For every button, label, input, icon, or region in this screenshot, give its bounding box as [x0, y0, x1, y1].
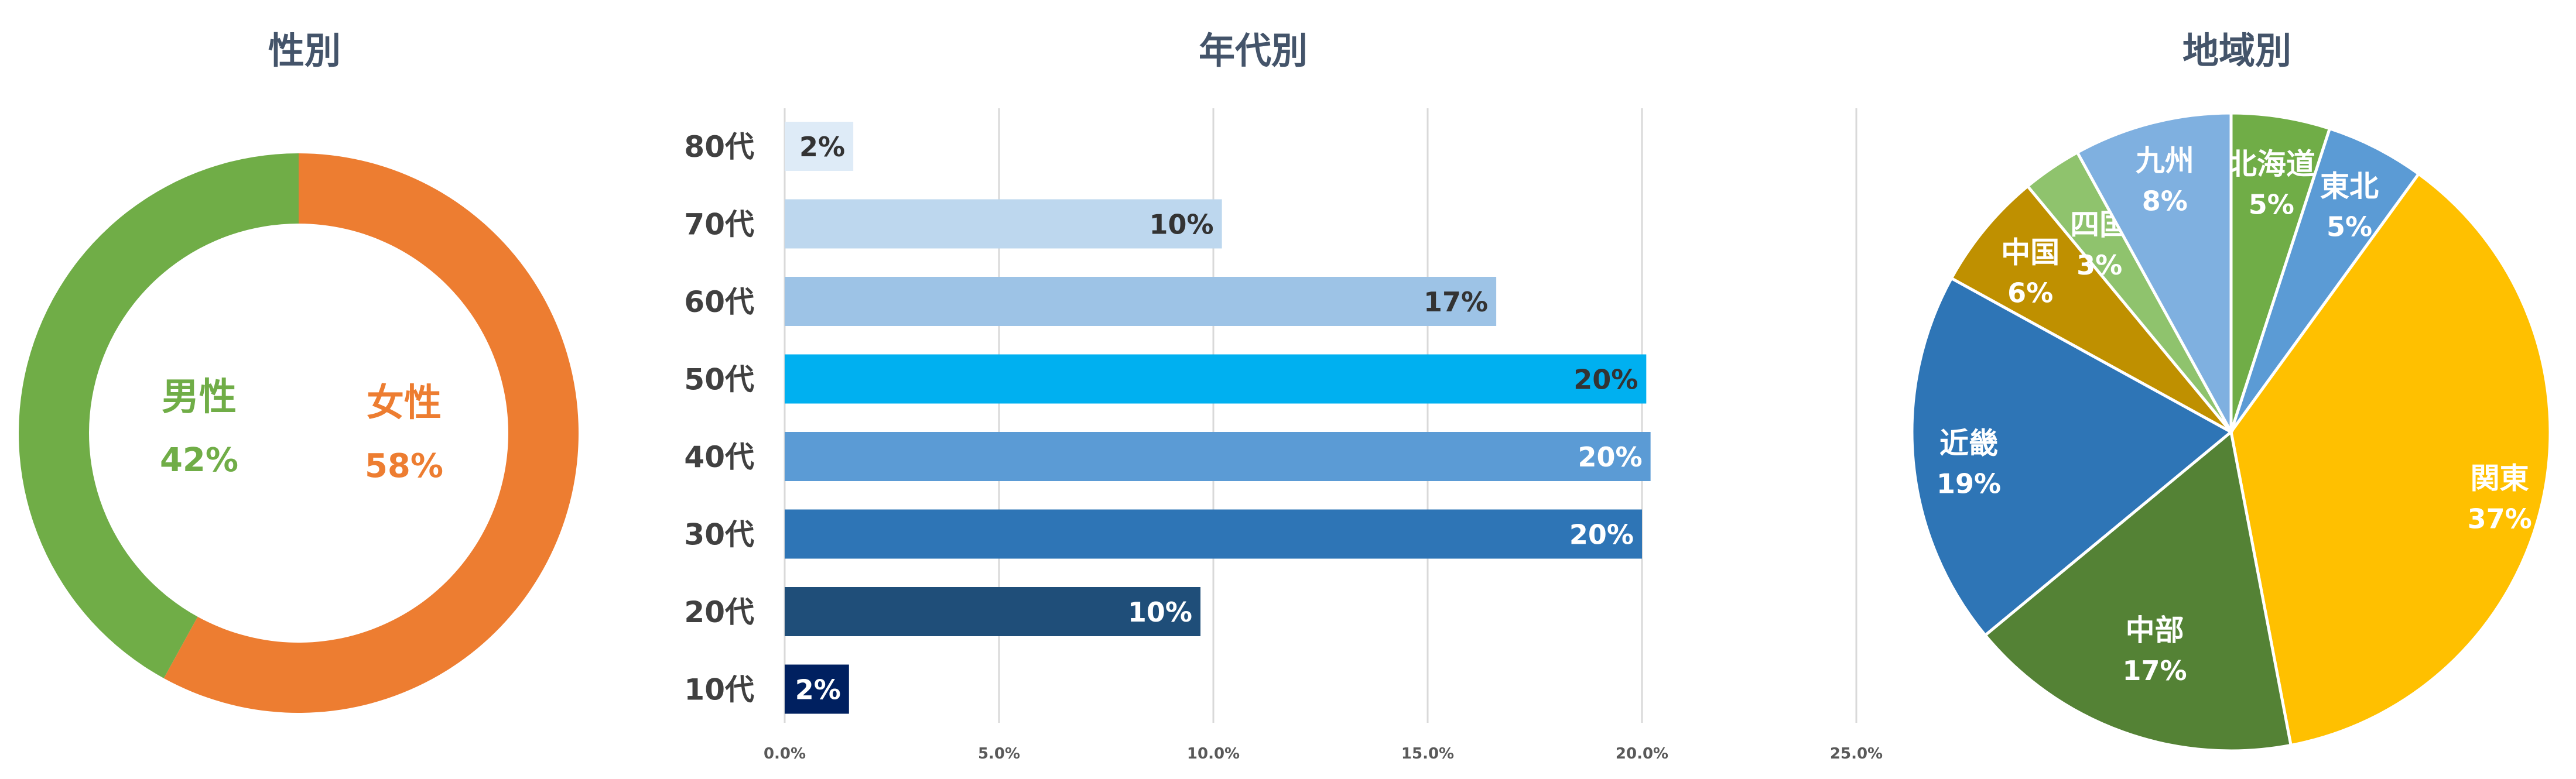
gender-chart-title: 性別 — [268, 29, 341, 72]
slice-label: 北海道 — [2228, 147, 2315, 181]
x-tick-label: 10.0% — [1187, 745, 1240, 763]
x-tick-label: 0.0% — [764, 745, 806, 763]
slice-value-label: 5% — [2327, 211, 2372, 243]
pie-slice — [1983, 429, 2293, 753]
y-tick-label: 60代 — [684, 285, 754, 319]
age-chart-title: 年代別 — [1198, 29, 1308, 72]
slice-value-label: 5% — [2249, 188, 2294, 220]
bar — [785, 432, 1651, 481]
age-bar-chart: 0.0% 5.0% 10.0% 15.0% 20.0% 25.0% 80代 2% 70代 10% 6… — [684, 108, 1883, 763]
pie-slice — [2229, 126, 2421, 433]
y-tick-label: 50代 — [684, 363, 754, 397]
slice-label: 女性 — [367, 382, 442, 425]
slice-label: 九州 — [2136, 143, 2194, 177]
slice-value-label: 3% — [2076, 249, 2122, 281]
bar-value-label: 20% — [1569, 519, 1634, 551]
bar — [785, 199, 1222, 249]
pie-slice — [2075, 111, 2233, 433]
region-chart-title: 地域別 — [2182, 29, 2291, 72]
bar — [785, 277, 1497, 326]
donut-slice — [18, 153, 299, 678]
slice-label: 近畿 — [1939, 426, 1998, 460]
pie-slice — [1910, 276, 2234, 637]
slice-value-label: 42% — [160, 441, 238, 479]
y-tick-label: 70代 — [684, 208, 754, 242]
bar-value-label: 20% — [1573, 364, 1638, 396]
bar-value-label: 10% — [1150, 209, 1214, 241]
pie-slice — [2229, 171, 2552, 747]
slice-value-label: 37% — [2468, 503, 2532, 535]
slice-label: 中国 — [2001, 235, 2060, 269]
slice-label: 関東 — [2471, 462, 2529, 496]
slice-label: 東北 — [2320, 170, 2379, 204]
age-chart-panel: 年代別 0.0% 5.0% 10.0% 15.0% 20.0% 25.0% 80代 2% 70代… — [644, 0, 1883, 779]
x-tick-label: 5.0% — [978, 745, 1020, 763]
bar — [785, 509, 1642, 559]
pie-slice — [1949, 184, 2232, 434]
y-tick-label: 10代 — [684, 673, 754, 707]
bar-value-label: 20% — [1578, 441, 1643, 473]
bar — [785, 122, 854, 171]
slice-label: 中部 — [2126, 613, 2184, 647]
region-chart-panel: 地域別 北海道 5% 東北 5% 関東 37% 中部 17% 近畿 19% 中国 6% 四国 3% 九州 8% — [1874, 0, 2576, 779]
gender-donut-chart: 女性 58% 男性 42% — [18, 153, 579, 713]
donut-slice — [163, 153, 579, 713]
x-tick-label: 25.0% — [1830, 745, 1883, 763]
y-tick-label: 20代 — [684, 595, 754, 629]
slice-value-label: 8% — [2142, 185, 2188, 217]
slice-value-label: 6% — [2007, 277, 2053, 308]
slice-value-label: 19% — [1937, 468, 2001, 499]
bar-value-label: 10% — [1128, 596, 1192, 628]
x-tick-label: 15.0% — [1401, 745, 1454, 763]
bar — [785, 587, 1201, 636]
slice-value-label: 17% — [2123, 655, 2187, 687]
bar-value-label: 2% — [795, 674, 841, 706]
slice-label: 男性 — [162, 376, 237, 419]
y-tick-label: 80代 — [684, 130, 754, 164]
y-tick-label: 40代 — [684, 440, 754, 474]
bar-value-label: 17% — [1424, 286, 1488, 318]
gender-chart-panel: 性別 女性 58% 男性 42% — [0, 0, 644, 779]
bar — [785, 664, 849, 714]
bar-value-label: 2% — [799, 131, 845, 163]
slice-value-label: 58% — [365, 447, 443, 485]
bar — [785, 354, 1647, 404]
x-tick-label: 20.0% — [1616, 745, 1668, 763]
y-tick-label: 30代 — [684, 518, 754, 552]
